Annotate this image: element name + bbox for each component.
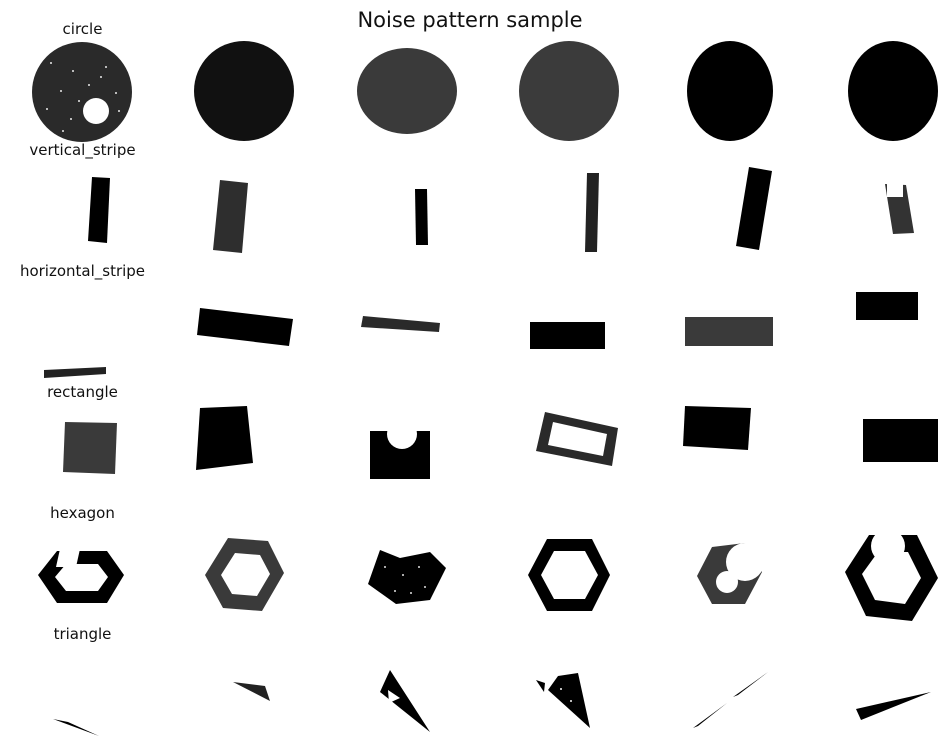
row-label-horizontal-stripe: horizontal_stripe [19,262,146,280]
sample-rectangle-2 [196,406,253,470]
row-triangle [53,670,931,736]
sample-triangle-6 [856,692,931,720]
sample-circle-2 [194,41,294,141]
sample-rectangle-6 [863,419,938,462]
sample-hexagon-3 [368,550,446,604]
sample-triangle-2 [233,682,270,701]
sample-horizontal-stripe-5 [685,317,773,346]
sample-vertical-stripe-5 [736,167,772,250]
row-horizontal-stripe [44,292,918,378]
sample-hexagon-5 [697,543,764,604]
sample-hexagon-6 [845,529,938,621]
sample-rectangle-4 [536,412,618,466]
row-hexagon [38,529,938,621]
sample-horizontal-stripe-4 [530,322,605,349]
sample-circle-4 [519,41,619,141]
sample-rectangle-5 [683,406,751,450]
sample-vertical-stripe-6 [885,184,914,234]
row-rectangle [63,406,938,479]
row-label-vertical-stripe: vertical_stripe [29,141,136,159]
sample-triangle-1 [53,719,99,736]
sample-hexagon-2 [205,538,284,611]
sample-horizontal-stripe-6 [856,292,918,320]
sample-triangle-3 [380,670,430,732]
sample-circle-6 [848,41,938,141]
row-vertical-stripe [88,167,914,253]
sample-circle-1 [32,42,132,142]
sample-horizontal-stripe-3 [361,316,440,332]
row-label-rectangle: rectangle [47,383,118,401]
row-label-circle: circle [62,20,103,38]
row-label-triangle: triangle [53,625,112,643]
sample-horizontal-stripe-1 [44,367,106,378]
sample-vertical-stripe-2 [213,180,248,253]
row-label-hexagon: hexagon [50,504,115,522]
sample-triangle-5 [693,672,768,728]
sample-hexagon-4 [528,539,610,611]
figure-title: Noise pattern sample [357,8,583,32]
sample-triangle-4 [536,673,590,728]
sample-vertical-stripe-3 [415,189,428,245]
sample-hexagon-1 [38,549,124,603]
row-circle [32,41,938,142]
sample-vertical-stripe-4 [585,173,599,252]
sample-circle-3 [357,48,457,134]
sample-rectangle-3 [370,419,430,479]
sample-rectangle-1 [63,422,117,474]
sample-horizontal-stripe-2 [197,308,293,346]
sample-circle-5 [687,41,773,141]
sample-vertical-stripe-1 [88,177,110,243]
